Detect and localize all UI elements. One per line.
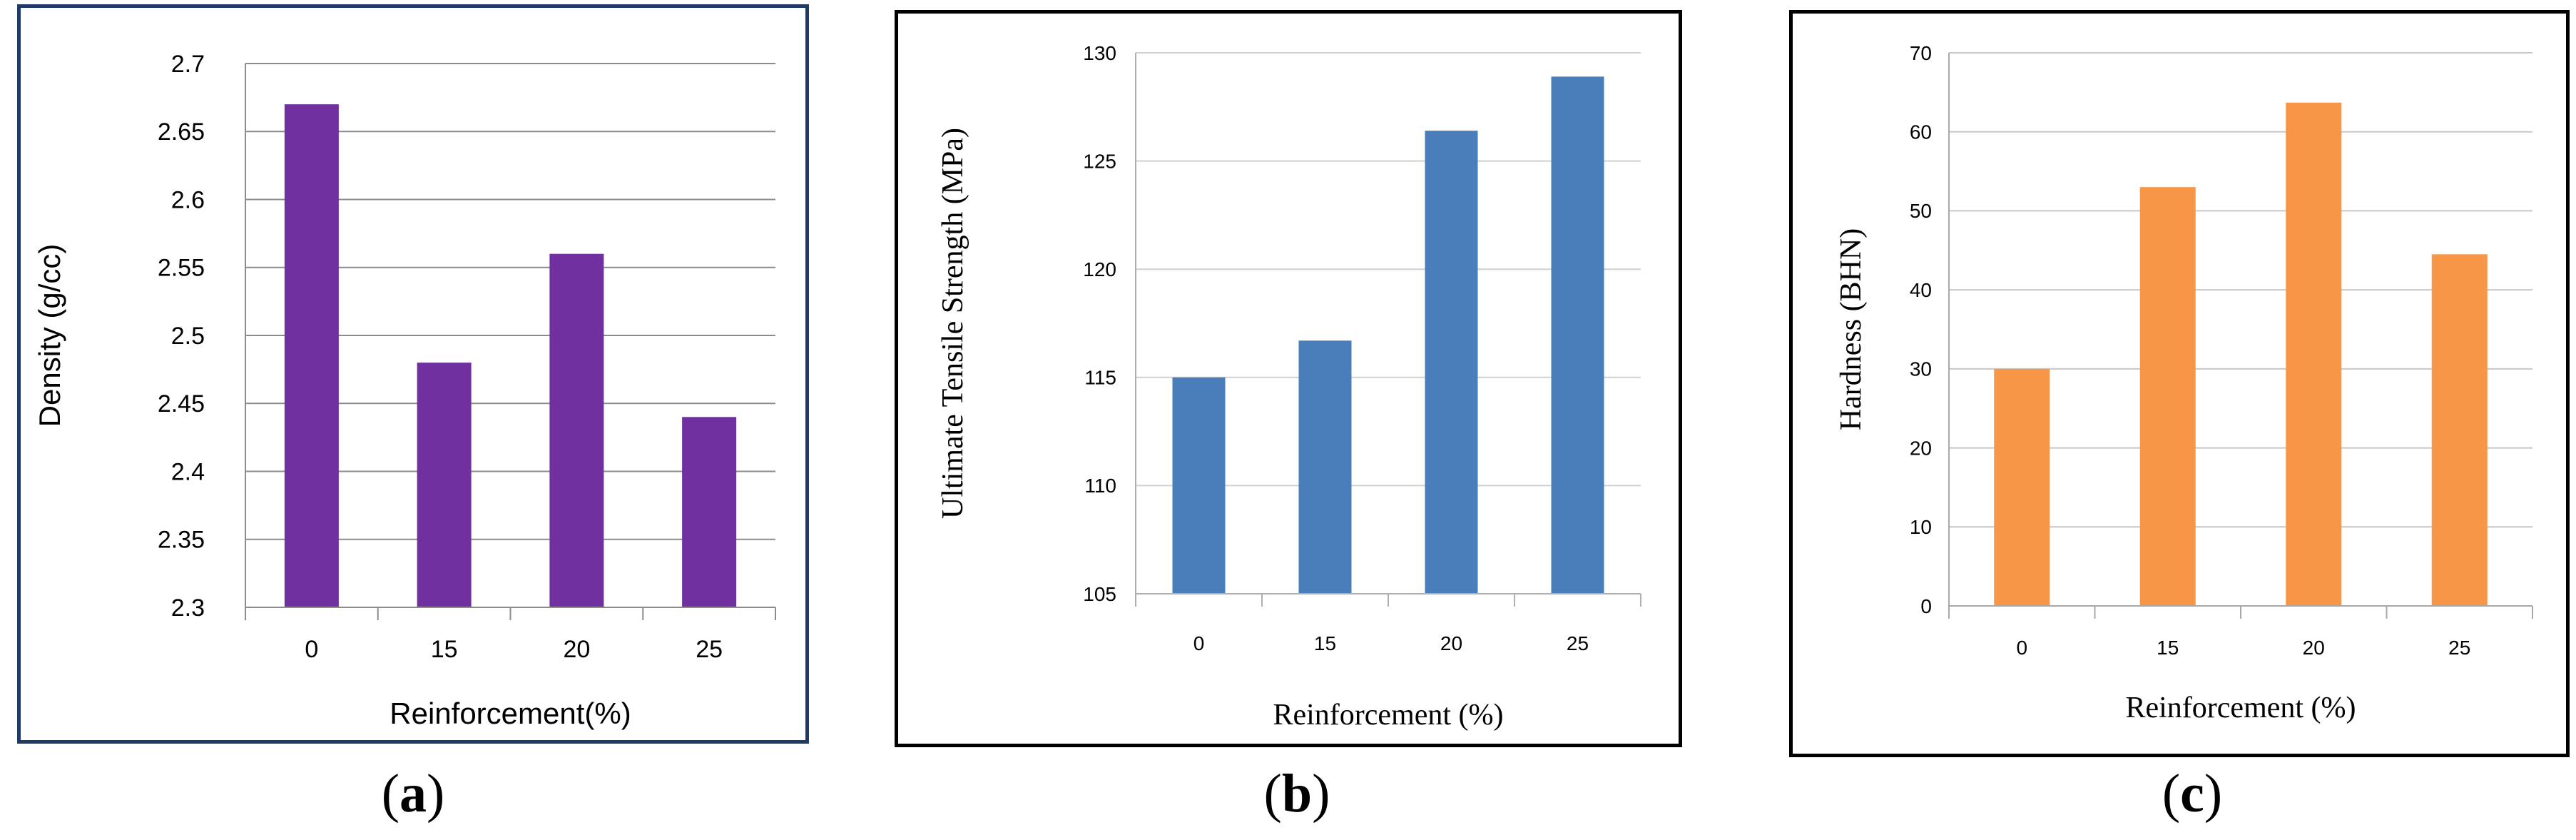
density-category-label: 15 [431, 636, 458, 663]
density-y-tick-label: 2.5 [171, 323, 205, 350]
tensile-y-tick-label: 120 [1083, 258, 1116, 280]
hardness-category-label: 15 [2157, 637, 2179, 659]
caption-c: (c) [2162, 764, 2223, 824]
hardness-y-tick-label: 30 [1910, 358, 1932, 380]
hardness-x-axis-label: Reinforcement (%) [2125, 692, 2356, 724]
density-bar-25 [682, 417, 737, 607]
density-category-label: 0 [305, 636, 318, 663]
tensile-y-tick-label: 125 [1083, 150, 1116, 172]
hardness-y-tick-label: 10 [1910, 516, 1932, 538]
hardness-bar-25 [2431, 254, 2488, 606]
caption-b: (b) [1263, 764, 1330, 824]
density-y-tick-label: 2.55 [158, 255, 205, 282]
tensile-category-label: 15 [1314, 632, 1336, 654]
hardness-y-tick-label: 40 [1910, 279, 1932, 301]
chart-panel-hardness: 0 10 20 30 40 50 60 70 0 15 20 25 Reinforcement (%) H… [1789, 10, 2570, 757]
density-x-axis-label: Reinforcement(%) [390, 697, 631, 730]
density-y-axis-label: Density (g/cc) [33, 244, 66, 427]
tensile-x-axis-label: Reinforcement (%) [1273, 699, 1503, 732]
chart-panel-tensile-strength: 105 110 115 120 125 130 0 15 20 25 Reinforcement (… [895, 10, 1682, 747]
tensile-y-tick-label: 105 [1083, 583, 1116, 605]
chart-panel-density: 2.3 2.35 2.4 2.45 2.5 2.55 2.6 2.65 2.7 0 15 20 25 Re… [17, 4, 809, 744]
tensile-category-label: 0 [1193, 632, 1205, 654]
density-bar-20 [549, 253, 604, 607]
hardness-y-tick-label: 20 [1910, 437, 1932, 459]
density-bar-15 [417, 363, 472, 607]
tensile-bar-25 [1551, 76, 1604, 594]
density-y-tick-label: 2.7 [171, 51, 205, 78]
density-y-tick-label: 2.6 [171, 186, 205, 213]
hardness-y-tick-label: 70 [1910, 42, 1932, 64]
density-y-tick-label: 2.4 [171, 458, 205, 485]
tensile-bar-15 [1298, 340, 1352, 594]
density-category-label: 20 [563, 636, 590, 663]
hardness-category-label: 25 [2448, 637, 2470, 659]
hardness-chart: 0 10 20 30 40 50 60 70 0 15 20 25 Reinforcement (%) H… [1835, 42, 2533, 724]
density-y-tick-label: 2.45 [158, 390, 205, 418]
hardness-y-tick-label: 50 [1910, 200, 1932, 222]
hardness-y-axis-label: Hardness (BHN) [1835, 228, 1868, 430]
caption-a: (a) [381, 764, 445, 824]
tensile-category-label: 20 [1440, 632, 1462, 654]
tensile-y-tick-label: 110 [1084, 475, 1116, 497]
density-chart: 2.3 2.35 2.4 2.45 2.5 2.55 2.6 2.65 2.7 0 15 20 25 Re… [33, 51, 776, 730]
hardness-y-tick-label: 60 [1910, 121, 1932, 143]
density-y-tick-label: 2.65 [158, 118, 205, 146]
tensile-bar-0 [1172, 377, 1226, 594]
tensile-category-label: 25 [1567, 632, 1589, 654]
tensile-bar-20 [1425, 131, 1478, 594]
hardness-bar-0 [1994, 368, 2050, 606]
hardness-category-label: 0 [2016, 637, 2027, 659]
tensile-strength-chart: 105 110 115 120 125 130 0 15 20 25 Reinforcement (… [937, 42, 1641, 732]
density-y-tick-label: 2.3 [171, 594, 205, 622]
density-y-tick-label: 2.35 [158, 527, 205, 554]
tensile-y-axis-label: Ultimate Tensile Strength (MPa) [937, 128, 969, 519]
density-category-label: 25 [696, 636, 723, 663]
density-bar-0 [284, 104, 339, 607]
hardness-y-tick-label: 0 [1920, 595, 1932, 617]
tensile-y-tick-label: 115 [1084, 367, 1116, 389]
tensile-y-tick-label: 130 [1083, 42, 1116, 64]
hardness-category-label: 20 [2303, 637, 2325, 659]
hardness-bar-20 [2286, 102, 2342, 606]
hardness-bar-15 [2139, 187, 2196, 606]
